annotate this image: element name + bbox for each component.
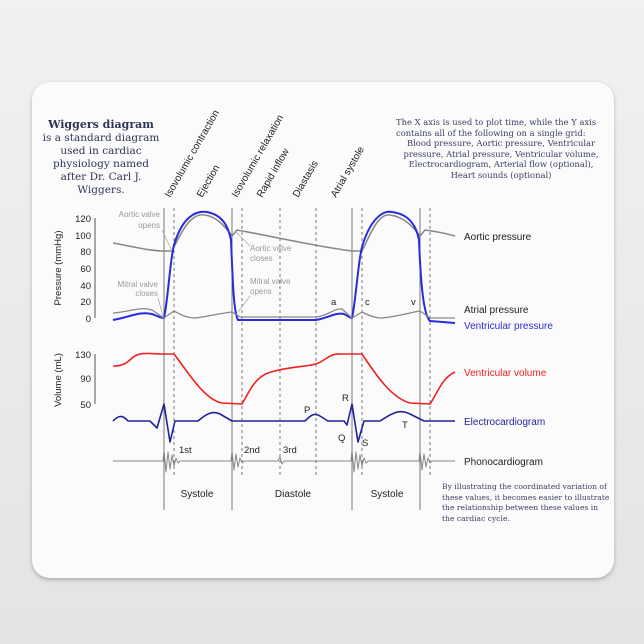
- ventricular-volume-curve: [112, 352, 456, 405]
- tick-label: 80: [80, 247, 91, 258]
- pressure-axis-label: Pressure (mmHg): [53, 231, 64, 306]
- annotation-v: v: [411, 297, 416, 308]
- description-intro: The X axis is used to plot time, while t…: [396, 117, 597, 138]
- pressure-axis: Pressure (mmHg) 120 100 80 60 40 20 0: [53, 214, 96, 325]
- phase-label: Ejection: [195, 163, 222, 199]
- title: Wiggers diagram: [48, 118, 154, 131]
- annotation-p: P: [304, 405, 310, 416]
- description-list: Blood pressure, Aortic pressure, Ventric…: [403, 138, 599, 180]
- annotation-3rd: 3rd: [283, 445, 297, 456]
- annotation-t: T: [402, 420, 408, 431]
- annotation: Mitral valve: [118, 280, 159, 289]
- ecg-curve: [112, 403, 455, 443]
- tick-label: 130: [75, 350, 91, 361]
- annotation-q: Q: [338, 433, 345, 444]
- conclusion: By illustrating the coordinated variatio…: [442, 482, 610, 523]
- series-labels: Aortic pressure Atrial pressure Ventricu…: [464, 232, 553, 468]
- series-label-ecg: Electrocardiogram: [464, 417, 545, 428]
- series-label-aortic: Aortic pressure: [464, 232, 532, 243]
- series-label-phono: Phonocardiogram: [464, 457, 543, 468]
- period-label: Diastole: [275, 489, 312, 500]
- atrial-pressure-curve: [112, 307, 455, 319]
- annotation: opens: [250, 287, 272, 296]
- phase-label: Atrial systole: [329, 145, 367, 200]
- annotation: closes: [250, 254, 273, 263]
- annotation: Mitral valve: [250, 277, 291, 286]
- tick-label: 50: [80, 400, 91, 411]
- tick-label: 100: [75, 231, 91, 242]
- volume-axis: Volume (mL) 130 90 50: [53, 350, 96, 411]
- series-label-ventricular: Ventricular pressure: [464, 321, 553, 332]
- annotation: opens: [138, 221, 160, 230]
- tick-label: 20: [80, 297, 91, 308]
- annotation-a: a: [331, 297, 337, 308]
- period-label: Systole: [181, 489, 214, 500]
- annotation-1st: 1st: [179, 445, 192, 456]
- phonocardiogram-curve: [113, 449, 455, 473]
- tick-label: 40: [80, 281, 91, 292]
- description: The X axis is used to plot time, while t…: [396, 117, 626, 180]
- volume-axis-label: Volume (mL): [53, 353, 64, 407]
- tick-label: 90: [80, 374, 91, 385]
- annotation: Aortic valve: [250, 244, 292, 253]
- tick-label: 120: [75, 214, 91, 225]
- tick-label: 60: [80, 264, 91, 275]
- annotation-r: R: [342, 393, 349, 404]
- title-block: Wiggers diagram is a standard diagram us…: [40, 118, 162, 197]
- title-description: is a standard diagram used in cardiac ph…: [42, 132, 160, 196]
- phase-labels: Isovolumic contraction Ejection Isovolum…: [163, 108, 367, 199]
- ventricular-pressure-curve: [112, 210, 456, 324]
- period-label: Systole: [371, 489, 404, 500]
- annotation-c: c: [365, 297, 370, 308]
- annotation-s: S: [362, 438, 368, 449]
- annotation-2nd: 2nd: [244, 445, 260, 456]
- phase-label: Isovolumic contraction: [163, 108, 222, 199]
- series-label-atrial: Atrial pressure: [464, 305, 529, 316]
- series-label-volume: Ventricular volume: [464, 368, 547, 379]
- tick-label: 0: [86, 314, 91, 325]
- phase-lines: [163, 208, 431, 510]
- annotation: closes: [135, 289, 158, 298]
- phase-label: Diastasis: [291, 159, 321, 200]
- mousepad: [32, 82, 614, 578]
- annotation: Aortic valve: [119, 210, 161, 219]
